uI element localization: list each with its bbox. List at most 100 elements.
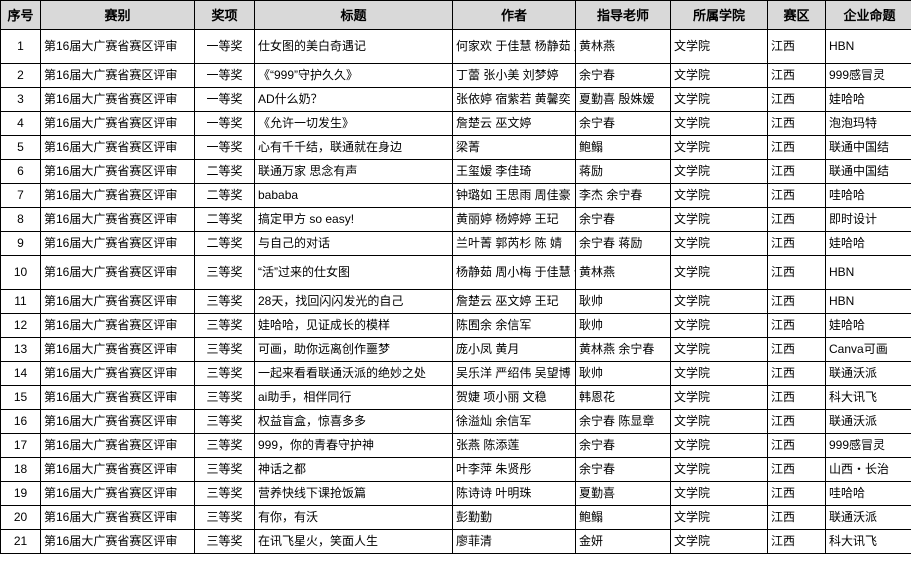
cell-tutor: 金妍 <box>575 529 671 554</box>
cell-award: 一等奖 <box>194 87 255 112</box>
cell-tutor: 蒋励 <box>575 159 671 184</box>
cell-tutor: 鲍鳎 <box>575 135 671 160</box>
cell-award: 三等奖 <box>194 361 255 386</box>
cell-region: 江西 <box>767 183 826 208</box>
cell-race: 第16届大广赛省赛区评审 <box>40 313 195 338</box>
cell-title: 28天，找回闪闪发光的自己 <box>254 289 453 314</box>
table-row[interactable]: 17 第16届大广赛省赛区评审 三等奖 999，你的青春守护神 张燕 陈添莲 余宁春 文学院… <box>0 433 911 458</box>
table-row[interactable]: 3 第16届大广赛省赛区评审 一等奖 AD什么奶？ 张依婷 宿紫若 黄馨奕 夏勤喜 殷姝嫒… <box>0 87 911 112</box>
cell-index: 11 <box>0 289 41 314</box>
table-row[interactable]: 4 第16届大广赛省赛区评审 一等奖 《允许一切发生》 詹楚云 巫文婷 余宁春 文学院 江西泡… <box>0 111 911 136</box>
cell-tutor: 余宁春 <box>575 63 671 88</box>
table-row[interactable]: 19 第16届大广赛省赛区评审 三等奖 营养快线下课抢饭篇 陈诗诗 叶明珠 夏勤喜 文学院江… <box>0 481 911 506</box>
cell-award: 三等奖 <box>194 409 255 434</box>
cell-race: 第16届大广赛省赛区评审 <box>40 385 195 410</box>
table-row[interactable]: 14 第16届大广赛省赛区评审 三等奖 一起来看看联通沃派的绝妙之处 吴乐洋 严绍伟 吴… <box>0 361 911 386</box>
cell-race: 第16届大广赛省赛区评审 <box>40 159 195 184</box>
table-row[interactable]: 5 第16届大广赛省赛区评审 一等奖 心有千千结，联通就在身边 梁菁 鲍鳎 文学院 江西 联通中… <box>0 135 911 160</box>
table-row[interactable]: 11 第16届大广赛省赛区评审 三等奖 28天，找回闪闪发光的自己 詹楚云 巫文婷 王玘… <box>0 289 911 314</box>
column-header-index: 序号 <box>0 0 41 30</box>
cell-race: 第16届大广赛省赛区评审 <box>40 433 195 458</box>
cell-award: 三等奖 <box>194 313 255 338</box>
cell-brand: 山西・长治 <box>825 457 911 482</box>
cell-school: 文学院 <box>670 337 768 362</box>
cell-tutor: 鲍鳎 <box>575 505 671 530</box>
table-row[interactable]: 6 第16届大广赛省赛区评审 二等奖 联通万家 思念有声 王玺嫒 李佳琦 蒋励 文学院 江西联… <box>0 159 911 184</box>
cell-school: 文学院 <box>670 481 768 506</box>
cell-brand: 联通沃派 <box>825 361 911 386</box>
cell-brand: 即时设计 <box>825 207 911 232</box>
cell-author: 贺婕 项小丽 文稳 <box>452 385 576 410</box>
table-row[interactable]: 8 第16届大广赛省赛区评审 二等奖 搞定甲方 so easy! 黄丽婷 杨婷婷 王玘余… <box>0 207 911 232</box>
table-row[interactable]: 9 第16届大广赛省赛区评审 二等奖 与自己的对话 兰叶菁 郭芮杉 陈 婧余宁春 蒋励文… <box>0 231 911 256</box>
cell-region: 江西 <box>767 457 826 482</box>
cell-brand: 娃哈哈 <box>825 313 911 338</box>
cell-race: 第16届大广赛省赛区评审 <box>40 183 195 208</box>
cell-race: 第16届大广赛省赛区评审 <box>40 337 195 362</box>
cell-author: 杨静茹 周小梅 于佳慧 何家欢 <box>452 255 576 290</box>
cell-school: 文学院 <box>670 385 768 410</box>
column-header-school: 所属学院 <box>670 0 768 30</box>
cell-race: 第16届大广赛省赛区评审 <box>40 135 195 160</box>
cell-author: 兰叶菁 郭芮杉 陈 婧 <box>452 231 576 256</box>
table-row[interactable]: 15 第16届大广赛省赛区评审 三等奖 ai助手，相伴同行 贺婕 项小丽 文稳 韩恩花 文学… <box>0 385 911 410</box>
cell-school: 文学院 <box>670 63 768 88</box>
cell-brand: 娃哈哈 <box>825 231 911 256</box>
cell-title: bababa <box>254 183 453 208</box>
cell-race: 第16届大广赛省赛区评审 <box>40 87 195 112</box>
cell-award: 三等奖 <box>194 337 255 362</box>
cell-region: 江西 <box>767 159 826 184</box>
cell-region: 江西 <box>767 361 826 386</box>
table-row[interactable]: 2 第16届大广赛省赛区评审 一等奖 《“999”守护久久》 丁蕾 张小美 刘梦婷 余宁春… <box>0 63 911 88</box>
cell-index: 16 <box>0 409 41 434</box>
cell-award: 二等奖 <box>194 159 255 184</box>
cell-region: 江西 <box>767 207 826 232</box>
cell-race: 第16届大广赛省赛区评审 <box>40 231 195 256</box>
cell-region: 江西 <box>767 385 826 410</box>
cell-brand: Canva可画 <box>825 337 911 362</box>
cell-award: 一等奖 <box>194 135 255 160</box>
cell-school: 文学院 <box>670 433 768 458</box>
cell-region: 江西 <box>767 433 826 458</box>
cell-award: 三等奖 <box>194 385 255 410</box>
cell-brand: 泡泡玛特 <box>825 111 911 136</box>
column-header-brand: 企业命题 <box>825 0 911 30</box>
cell-brand: 哇哈哈 <box>825 481 911 506</box>
cell-race: 第16届大广赛省赛区评审 <box>40 63 195 88</box>
cell-region: 江西 <box>767 289 826 314</box>
table-row[interactable]: 7 第16届大广赛省赛区评审 二等奖 bababa 钟璐如 王思雨 周佳豪 李杰 余宁春文… <box>0 183 911 208</box>
table-row[interactable]: 20第16届大广赛省赛区评审三等奖有你，有沃彭勤勤鲍鳎文学院江西联通沃派文案类广… <box>0 505 911 530</box>
header-row: 序号 赛别 奖项 标题 作者 指导老师 所属学院 赛区 企业命题 作品类别 <box>0 0 911 30</box>
cell-index: 8 <box>0 207 41 232</box>
table-row[interactable]: 21 第16届大广赛省赛区评审 三等奖 在讯飞星火，笑面人生 廖菲清 金妍 文学院 江西 科大讯… <box>0 529 911 554</box>
cell-index: 1 <box>0 29 41 64</box>
table-row[interactable]: 12 第16届大广赛省赛区评审 三等奖 娃哈哈，见证成长的模样 陈囿余 余信军 耿帅 文学院… <box>0 313 911 338</box>
cell-award: 三等奖 <box>194 255 255 290</box>
cell-school: 文学院 <box>670 111 768 136</box>
table-row[interactable]: 16 第16届大广赛省赛区评审 三等奖 权益盲盒，惊喜多多 徐溢灿 余信军 余宁春 陈显章… <box>0 409 911 434</box>
cell-author: 詹楚云 巫文婷 王玘 <box>452 289 576 314</box>
cell-title: 《“999”守护久久》 <box>254 63 453 88</box>
cell-region: 江西 <box>767 29 826 64</box>
cell-tutor: 黄林燕 <box>575 255 671 290</box>
cell-index: 3 <box>0 87 41 112</box>
cell-tutor: 余宁春 <box>575 433 671 458</box>
cell-school: 文学院 <box>670 289 768 314</box>
cell-school: 文学院 <box>670 255 768 290</box>
table-row[interactable]: 18 第16届大广赛省赛区评审 三等奖 神话之都 叶李萍 朱贤彤 余宁春 文学院 江西 山西・长… <box>0 457 911 482</box>
cell-title: 在讯飞星火，笑面人生 <box>254 529 453 554</box>
cell-title: 《允许一切发生》 <box>254 111 453 136</box>
cell-author: 陈诗诗 叶明珠 <box>452 481 576 506</box>
cell-school: 文学院 <box>670 457 768 482</box>
cell-index: 15 <box>0 385 41 410</box>
cell-region: 江西 <box>767 255 826 290</box>
cell-region: 江西 <box>767 409 826 434</box>
cell-tutor: 余宁春 <box>575 111 671 136</box>
cell-region: 江西 <box>767 313 826 338</box>
cell-school: 文学院 <box>670 409 768 434</box>
table-row[interactable]: 13 第16届大广赛省赛区评审 三等奖 可画，助你远离创作噩梦 庞小凤 黄月 黄林燕 余宁… <box>0 337 911 362</box>
cell-tutor: 余宁春 陈显章 <box>575 409 671 434</box>
